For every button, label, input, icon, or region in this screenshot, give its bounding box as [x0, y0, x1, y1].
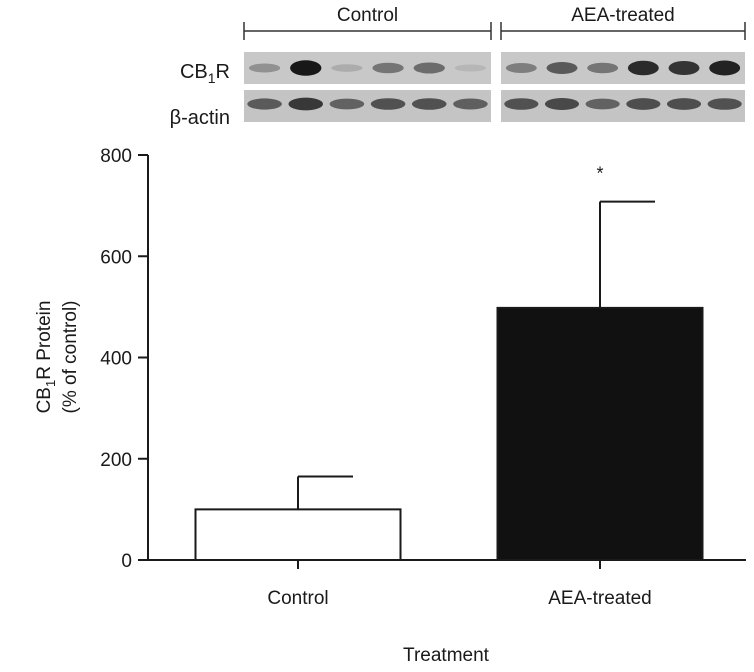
blot-band-target: [546, 62, 578, 74]
x-tick-label: AEA-treated: [548, 588, 652, 609]
x-tick-label: Control: [267, 588, 328, 609]
blot-band-target: [587, 62, 619, 74]
blot-band-target: [372, 62, 404, 74]
bars: [194, 306, 704, 562]
y-axis: 0 200 400 600 800: [100, 146, 149, 572]
blot-strip-target: [244, 52, 491, 84]
blot-strip-loading: [501, 90, 745, 122]
blot-band-target: [413, 62, 445, 74]
error-bars: [297, 200, 655, 510]
x-axis: Control AEA-treated: [148, 559, 746, 609]
blot-band-loading: [288, 97, 324, 111]
blot-band-target: [627, 60, 659, 76]
blot-band-target: [505, 63, 537, 73]
blot-strip-loading: [244, 90, 491, 122]
row-label-target-main: CB: [180, 61, 208, 83]
y-tick-label: 400: [100, 349, 132, 370]
y-tick-label: 600: [100, 247, 132, 268]
blot-band-loading: [247, 98, 282, 110]
blot-band-loading: [544, 98, 580, 110]
blot-band-target: [248, 63, 281, 73]
y-axis-label-suffix: R Protein: [34, 301, 55, 380]
bar: [496, 306, 704, 562]
y-tick-label: 200: [100, 450, 132, 471]
blot-band-loading: [707, 98, 742, 110]
row-label-target-sub: 1: [208, 70, 216, 86]
row-label-target: CB1R: [180, 61, 230, 86]
y-axis-label-main: CB: [34, 387, 55, 413]
y-axis-label-sub: 1: [43, 380, 58, 387]
blot-band-target: [668, 61, 700, 75]
blot-strips: [244, 52, 745, 122]
row-label-target-suffix: R: [216, 61, 230, 83]
blot-band-loading: [411, 98, 447, 110]
blot-band-loading: [626, 98, 661, 110]
blot-strip-target: [501, 52, 745, 84]
significance-marker: *: [596, 164, 603, 184]
x-axis-title: Treatment: [403, 645, 490, 666]
blot-band-target: [331, 64, 363, 72]
blot-band-loading: [666, 98, 702, 110]
y-tick-label: 800: [100, 146, 132, 167]
bar-chart: * 0 200 400 600 800 Control AEA-treated CB1R …: [34, 146, 746, 666]
y-axis-label-line2: (% of control): [60, 301, 81, 414]
y-axis-label-line1: CB1R Protein: [34, 301, 58, 414]
y-tick-label: 0: [121, 551, 132, 572]
blot-band-target: [454, 64, 487, 72]
group-label: AEA-treated: [571, 5, 675, 26]
blot-band-loading: [453, 98, 488, 110]
blot-band-target: [709, 60, 741, 76]
row-label-loading: β-actin: [170, 107, 230, 129]
bar: [194, 508, 402, 561]
annotations: *: [596, 164, 603, 184]
group-brackets: Control AEA-treated: [243, 5, 746, 40]
blot-band-loading: [370, 98, 406, 110]
blot-band-loading: [585, 98, 620, 110]
western-blot-panel: Control AEA-treated CB1R β-actin: [170, 5, 746, 129]
blot-band-loading: [504, 98, 539, 110]
blot-band-target: [290, 60, 322, 76]
blot-band-loading: [329, 98, 365, 110]
group-label: Control: [337, 5, 398, 26]
